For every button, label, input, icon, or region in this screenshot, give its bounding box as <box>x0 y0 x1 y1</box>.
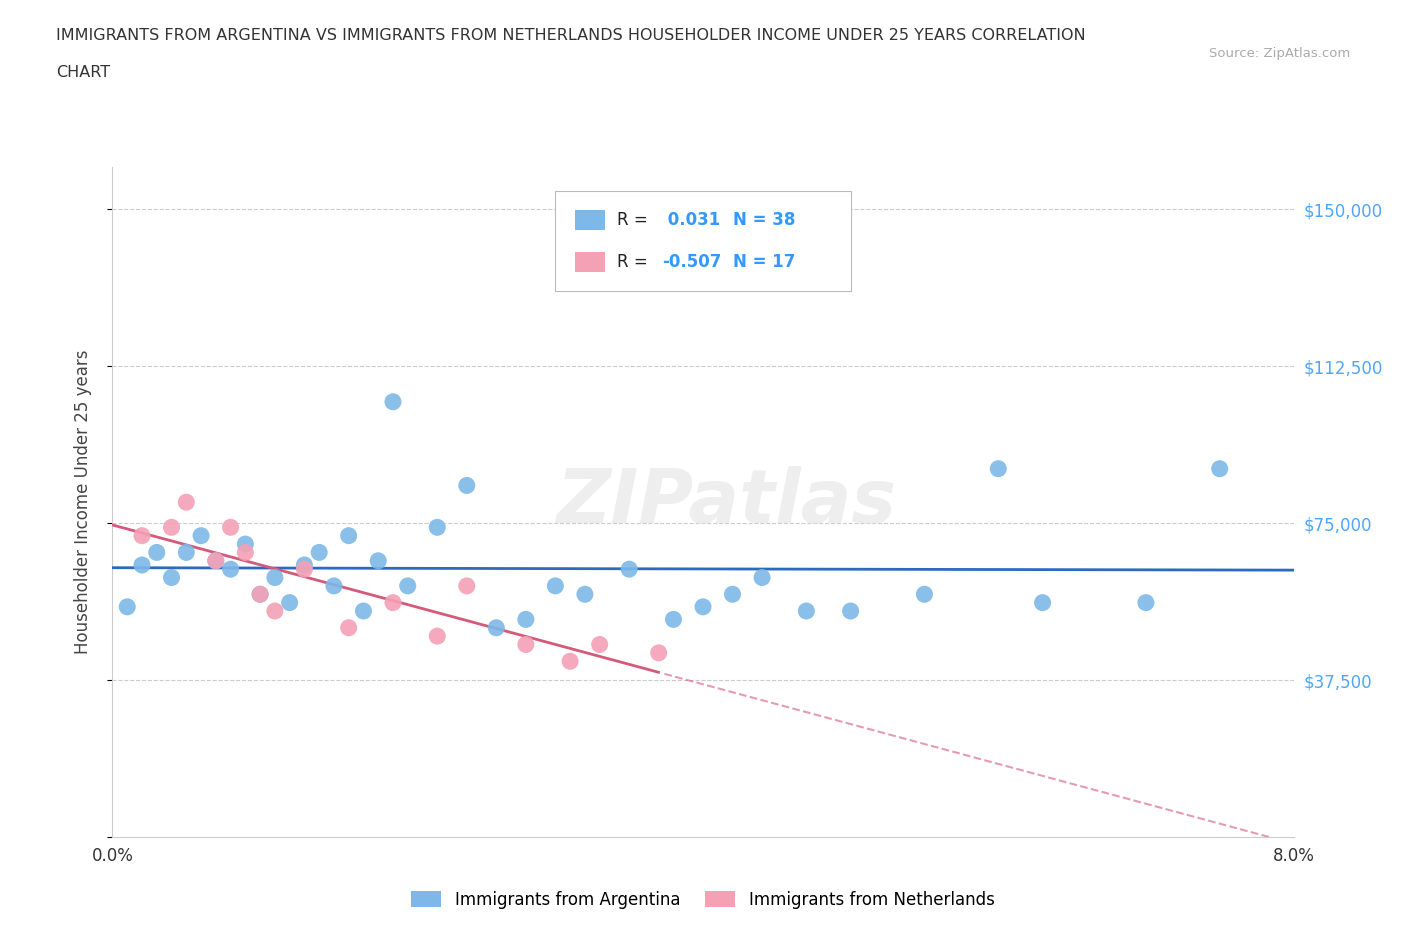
Text: -0.507: -0.507 <box>662 253 721 271</box>
FancyBboxPatch shape <box>555 191 851 291</box>
Point <box>160 520 183 535</box>
Point <box>987 461 1010 476</box>
Point <box>515 637 537 652</box>
Point <box>264 570 287 585</box>
Point <box>205 553 228 568</box>
Legend: Immigrants from Argentina, Immigrants from Netherlands: Immigrants from Argentina, Immigrants fr… <box>405 884 1001 916</box>
Point <box>692 600 714 615</box>
Point <box>308 545 330 560</box>
Point <box>278 595 301 610</box>
Point <box>205 553 228 568</box>
Point <box>146 545 169 560</box>
Text: IMMIGRANTS FROM ARGENTINA VS IMMIGRANTS FROM NETHERLANDS HOUSEHOLDER INCOME UNDE: IMMIGRANTS FROM ARGENTINA VS IMMIGRANTS … <box>56 28 1085 43</box>
Point <box>131 558 153 573</box>
Point <box>382 394 405 409</box>
Point <box>337 528 360 543</box>
Point <box>914 587 936 602</box>
Point <box>367 553 389 568</box>
Point <box>796 604 818 618</box>
Point <box>588 637 610 652</box>
Point <box>662 612 685 627</box>
Point <box>1032 595 1054 610</box>
Point <box>233 537 256 551</box>
Point <box>619 562 641 577</box>
Point <box>249 587 271 602</box>
Point <box>839 604 862 618</box>
Text: CHART: CHART <box>56 65 110 80</box>
Point <box>264 604 287 618</box>
Point <box>647 645 671 660</box>
Text: N = 38: N = 38 <box>733 211 794 230</box>
Point <box>544 578 567 593</box>
Point <box>233 545 256 560</box>
Point <box>323 578 346 593</box>
Point <box>190 528 212 543</box>
Point <box>560 654 582 669</box>
Point <box>174 545 197 560</box>
FancyBboxPatch shape <box>575 210 605 231</box>
Text: 0.031: 0.031 <box>662 211 720 230</box>
Point <box>426 520 449 535</box>
Point <box>574 587 596 602</box>
Point <box>117 600 138 615</box>
FancyBboxPatch shape <box>575 252 605 272</box>
Point <box>485 620 508 635</box>
Point <box>721 587 744 602</box>
Point <box>292 558 315 573</box>
Point <box>337 620 360 635</box>
Point <box>515 612 537 627</box>
Point <box>352 604 374 618</box>
Point <box>249 587 271 602</box>
Point <box>160 570 183 585</box>
Point <box>131 528 153 543</box>
Text: Source: ZipAtlas.com: Source: ZipAtlas.com <box>1209 46 1350 60</box>
Point <box>456 478 478 493</box>
Point <box>456 578 478 593</box>
Text: ZIPatlas: ZIPatlas <box>557 466 897 538</box>
Point <box>382 595 405 610</box>
Point <box>174 495 197 510</box>
Point <box>426 629 449 644</box>
Point <box>219 520 242 535</box>
Text: R =: R = <box>617 253 652 271</box>
Text: N = 17: N = 17 <box>733 253 794 271</box>
Point <box>1208 461 1232 476</box>
Text: R =: R = <box>617 211 652 230</box>
Point <box>1135 595 1157 610</box>
Point <box>751 570 773 585</box>
Y-axis label: Householder Income Under 25 years: Householder Income Under 25 years <box>73 350 91 655</box>
Point <box>292 562 315 577</box>
Point <box>396 578 419 593</box>
Point <box>219 562 242 577</box>
